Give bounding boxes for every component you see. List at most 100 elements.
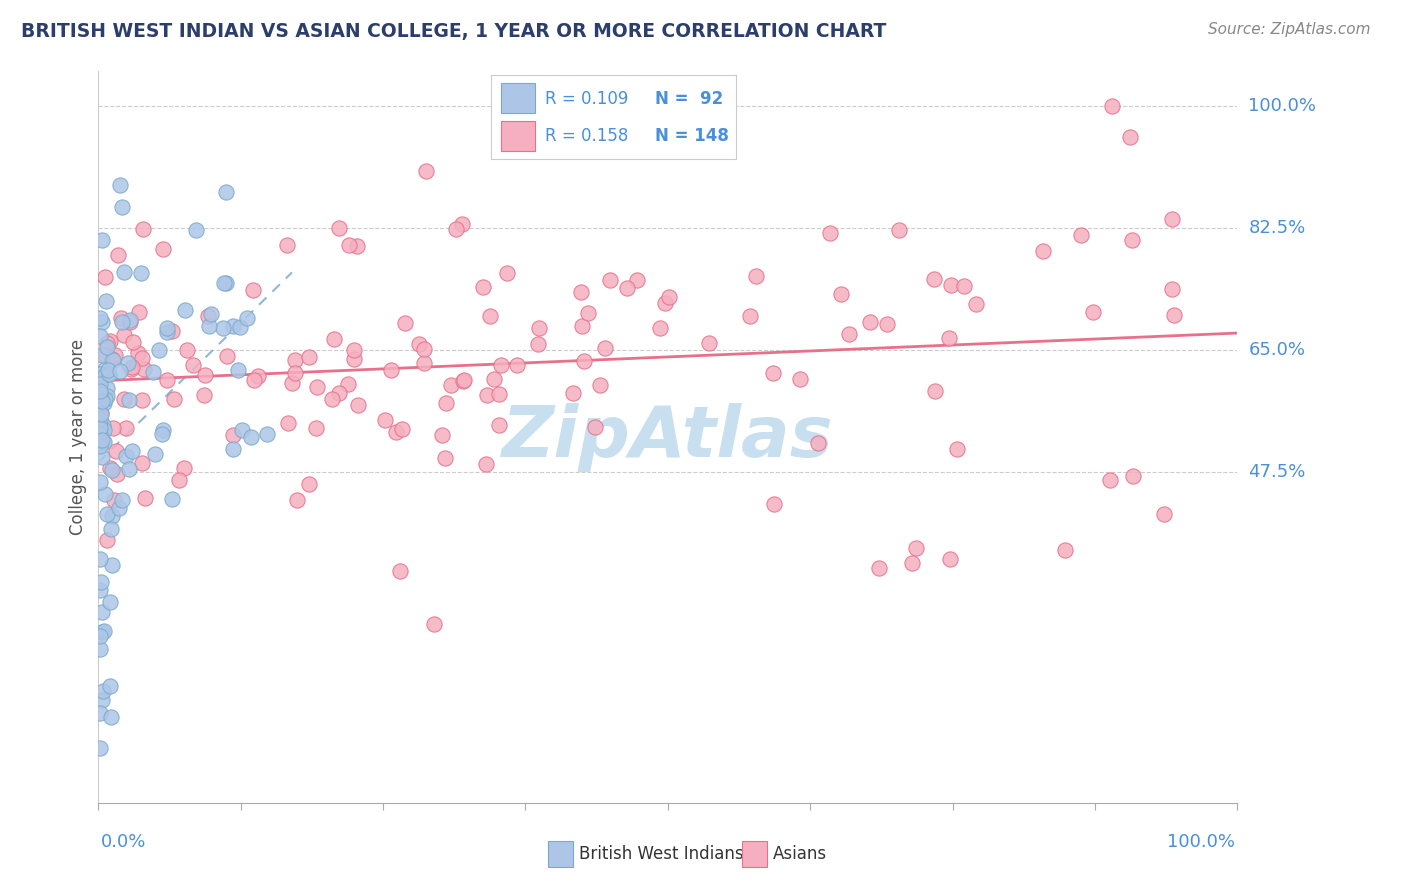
Point: [887, 223, 910, 237]
Point: [876, 317, 898, 331]
Point: [276, 238, 298, 252]
Point: [408, 336, 430, 351]
Point: [128, 305, 150, 319]
Point: [90, 406, 112, 420]
Point: [93, 396, 115, 410]
Point: [118, 315, 141, 329]
Point: [215, 276, 238, 290]
Point: [156, 321, 179, 335]
Point: [200, 307, 222, 321]
Point: [90, 348, 112, 362]
Point: [491, 359, 513, 373]
Point: [93, 624, 115, 638]
Point: [451, 374, 474, 388]
Point: [430, 428, 453, 442]
Point: [953, 279, 976, 293]
Point: [174, 302, 197, 317]
Point: [104, 348, 127, 362]
Point: [626, 273, 648, 287]
Point: [89, 706, 111, 720]
Point: [89, 377, 111, 392]
Point: [939, 552, 962, 566]
Point: [173, 460, 195, 475]
Point: [1122, 469, 1144, 483]
Point: [495, 266, 517, 280]
Point: [176, 343, 198, 357]
Point: [744, 268, 766, 283]
Point: [100, 595, 122, 609]
Point: [162, 392, 184, 407]
Point: [343, 343, 366, 357]
Text: 0.0%: 0.0%: [101, 833, 146, 851]
Point: [156, 326, 179, 340]
Point: [121, 444, 143, 458]
Point: [938, 331, 960, 345]
Point: [488, 387, 510, 401]
Point: [117, 355, 139, 369]
Point: [1121, 233, 1143, 247]
Point: [482, 372, 505, 386]
Point: [763, 497, 786, 511]
Point: [256, 427, 278, 442]
Point: [121, 359, 143, 374]
Point: [181, 358, 204, 372]
Point: [1161, 212, 1184, 227]
Point: [569, 285, 592, 300]
Point: [807, 435, 830, 450]
Point: [965, 296, 987, 310]
Point: [583, 420, 606, 434]
Point: [89, 583, 111, 598]
Point: [527, 321, 550, 335]
Point: [90, 314, 112, 328]
Point: [412, 342, 434, 356]
Point: [94, 348, 117, 362]
Point: [247, 368, 270, 383]
Point: [108, 501, 131, 516]
Point: [89, 741, 111, 756]
Point: [229, 320, 252, 334]
Point: [90, 693, 112, 707]
Text: Source: ZipAtlas.com: Source: ZipAtlas.com: [1208, 22, 1371, 37]
Point: [193, 388, 215, 402]
Bar: [742, 841, 766, 867]
Point: [91, 605, 114, 619]
Point: [1070, 227, 1092, 242]
Point: [236, 311, 259, 326]
Text: BRITISH WEST INDIAN VS ASIAN COLLEGE, 1 YEAR OR MORE CORRELATION CHART: BRITISH WEST INDIAN VS ASIAN COLLEGE, 1 …: [21, 22, 886, 41]
Point: [160, 492, 183, 507]
Point: [96, 533, 118, 547]
Point: [91, 684, 114, 698]
Point: [215, 185, 238, 199]
Point: [859, 315, 882, 329]
Point: [475, 388, 498, 402]
Point: [89, 310, 111, 325]
Point: [93, 423, 115, 437]
Point: [120, 361, 142, 376]
Point: [89, 420, 111, 434]
Point: [211, 320, 233, 334]
Point: [576, 306, 599, 320]
Point: [434, 450, 457, 465]
Text: Asians: Asians: [773, 845, 827, 863]
Point: [243, 373, 266, 387]
Point: [444, 222, 467, 236]
Point: [346, 238, 368, 252]
Point: [186, 223, 208, 237]
Point: [488, 417, 510, 432]
Point: [90, 625, 112, 640]
Point: [156, 373, 179, 387]
Point: [337, 237, 360, 252]
Point: [160, 324, 183, 338]
Point: [89, 574, 111, 589]
Point: [474, 458, 496, 472]
Point: [104, 443, 127, 458]
Point: [131, 456, 153, 470]
Point: [194, 368, 217, 382]
Point: [561, 385, 583, 400]
Point: [89, 439, 111, 453]
Point: [394, 316, 416, 330]
Point: [90, 450, 112, 464]
Point: [134, 361, 156, 376]
Point: [98, 334, 121, 348]
Point: [762, 366, 785, 380]
